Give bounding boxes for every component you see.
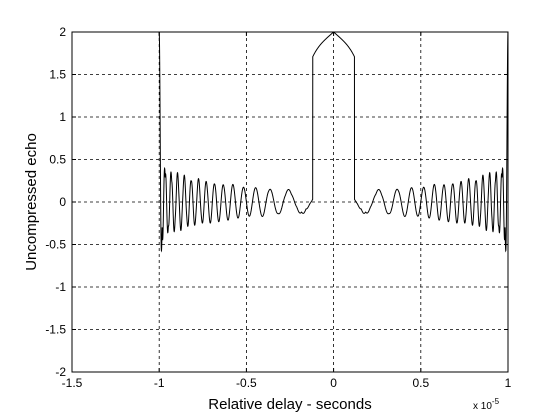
tick-marks (71, 31, 509, 373)
y-tick-label: -1 (55, 280, 66, 294)
x-tick-label: 0 (330, 376, 337, 390)
x-tick-label: -1.5 (62, 376, 83, 390)
grid (72, 32, 508, 372)
y-tick-label: -2 (55, 365, 66, 379)
x-axis-label: Relative delay - seconds (208, 396, 371, 413)
x-tick-labels: -1.5 -1 -0.5 0 0.5 1 (62, 376, 512, 390)
y-tick-labels: -2 -1.5 -1 -0.5 0 0.5 1 1.5 2 (45, 25, 66, 379)
x-multiplier-exponent: -5 (492, 397, 500, 406)
y-tick-label: -0.5 (45, 238, 66, 252)
y-tick-label: 1.5 (49, 68, 66, 82)
x-tick-label: 0.5 (412, 376, 429, 390)
y-tick-label: 2 (59, 25, 66, 39)
y-tick-label: -1.5 (45, 323, 66, 337)
x-multiplier-label: x 10-5 (473, 397, 500, 412)
x-tick-label: -1 (154, 376, 165, 390)
y-tick-label: 1 (59, 110, 66, 124)
y-axis-label: Uncompressed echo (23, 133, 40, 271)
x-tick-label: 1 (505, 376, 512, 390)
x-multiplier-base: x 10 (473, 401, 492, 412)
x-tick-label: -0.5 (236, 376, 257, 390)
y-tick-label: 0 (59, 195, 66, 209)
y-tick-label: 0.5 (49, 153, 66, 167)
